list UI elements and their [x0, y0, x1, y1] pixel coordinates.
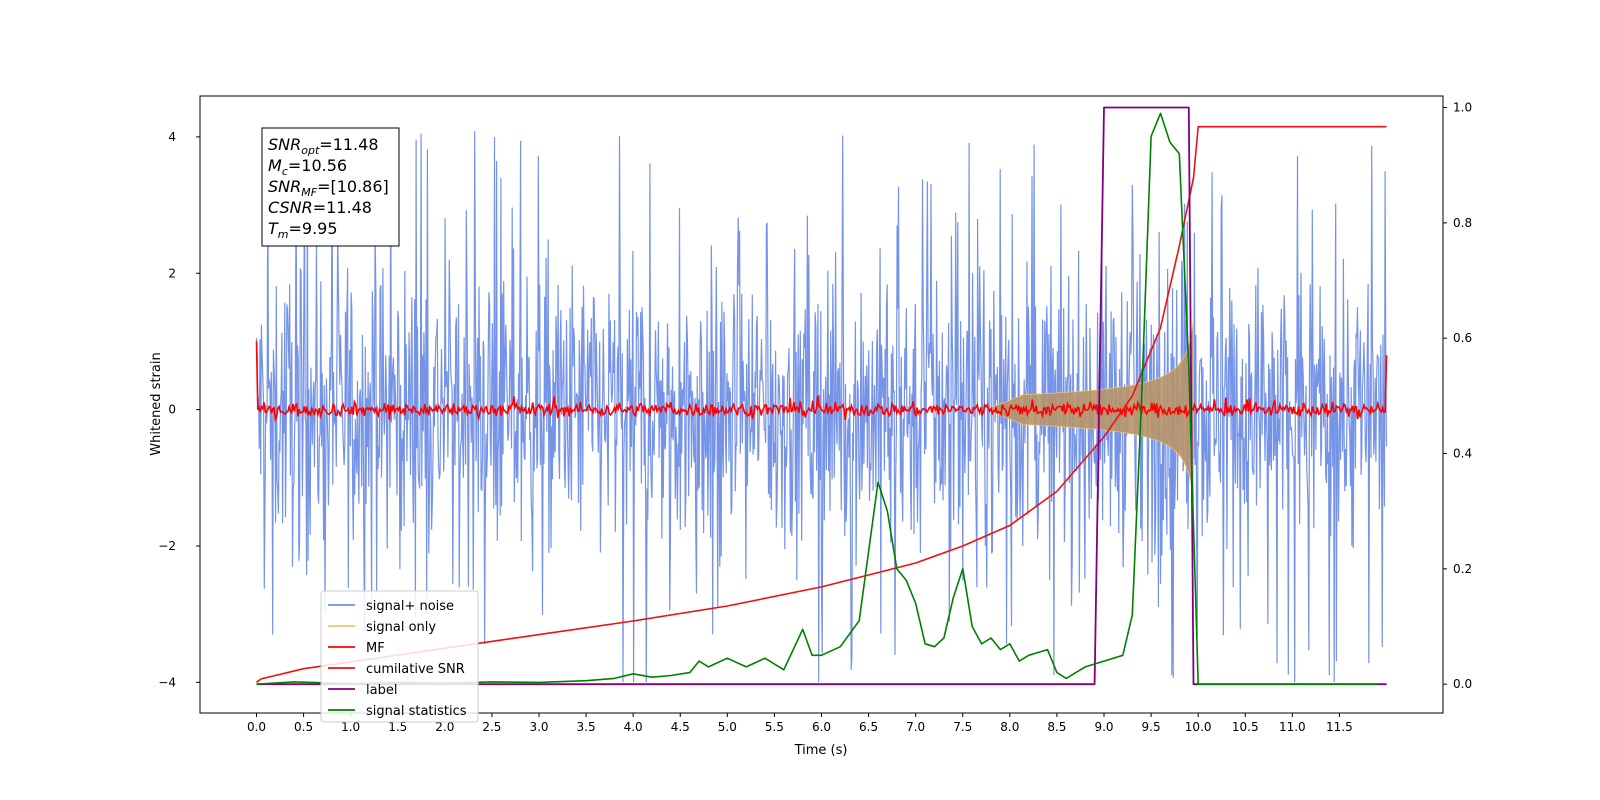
x-tick-label: 10.5	[1232, 720, 1259, 734]
x-tick-label: 3.5	[577, 720, 596, 734]
x-tick-label: 11.0	[1279, 720, 1306, 734]
x-tick-label: 3.0	[529, 720, 548, 734]
series-signal-noise-line	[255, 130, 1388, 683]
info-box-line: CSNR=11.48	[268, 198, 372, 217]
legend-entry-label: signal only	[366, 620, 436, 635]
x-tick-label: 9.5	[1142, 720, 1161, 734]
y-tick-label-left: 2	[168, 266, 176, 280]
y-tick-label-left: −4	[158, 675, 176, 689]
y-tick-label-left: −2	[158, 539, 176, 553]
x-tick-label: 11.5	[1326, 720, 1353, 734]
y-axis-title-left: Whitened strain	[149, 352, 164, 455]
legend-entry-label: cumilative SNR	[366, 662, 465, 677]
x-tick-label: 6.0	[812, 720, 831, 734]
legend-entry-label: label	[366, 683, 397, 698]
x-tick-label: 1.5	[388, 720, 407, 734]
x-tick-label: 8.0	[1000, 720, 1019, 734]
x-tick-label: 5.5	[765, 720, 784, 734]
legend-entry-label: MF	[366, 641, 385, 656]
x-tick-label: 2.0	[435, 720, 454, 734]
x-tick-label: 1.0	[341, 720, 360, 734]
y-tick-label-right: 0.8	[1453, 216, 1472, 230]
x-tick-label: 4.0	[624, 720, 643, 734]
y-tick-label-left: 0	[168, 403, 176, 417]
y-tick-label-left: 4	[168, 130, 176, 144]
x-tick-label: 0.0	[247, 720, 266, 734]
info-box-line: SNRopt=11.48	[268, 135, 379, 157]
info-box-line: Mc=10.56	[268, 156, 347, 178]
info-box: SNRopt=11.48Mc=10.56SNRMF=[10.86]CSNR=11…	[261, 127, 400, 247]
x-tick-label: 0.5	[294, 720, 313, 734]
x-tick-label: 7.0	[906, 720, 925, 734]
x-tick-label: 2.5	[482, 720, 501, 734]
x-tick-label: 8.5	[1047, 720, 1066, 734]
axes: 0.0 0.5 1.0 1.5 2.0 2.5 3.0 3.5 4.0 4.5 5.0 5.5 6.0 6…	[158, 101, 1472, 734]
x-tick-label: 7.5	[953, 720, 972, 734]
info-box-line: Tm=9.95	[268, 219, 338, 241]
y-tick-label-right: 0.4	[1453, 447, 1472, 461]
y-tick-label-right: 0.6	[1453, 331, 1472, 345]
x-tick-label: 9.0	[1094, 720, 1113, 734]
x-tick-label: 6.5	[859, 720, 878, 734]
legend: signal+ noise signal only MF cumilative SNR…	[320, 590, 479, 723]
y-tick-label-right: 1.0	[1453, 101, 1472, 115]
legend-entry-label: signal+ noise	[366, 599, 454, 614]
x-tick-label: 10.0	[1185, 720, 1212, 734]
info-box-line: SNRMF=[10.86]	[268, 177, 389, 199]
x-axis-title: Time (s)	[794, 743, 848, 758]
y-tick-label-right: 0.2	[1453, 562, 1472, 576]
legend-frame	[320, 590, 479, 723]
series-mf-line	[255, 341, 1388, 423]
legend-entry-label: signal statistics	[366, 704, 467, 719]
x-tick-label: 4.5	[671, 720, 690, 734]
y-tick-label-right: 0.0	[1453, 677, 1472, 691]
series-signal-statistics-line	[256, 112, 1378, 685]
info-box-frame	[261, 127, 400, 247]
x-tick-label: 5.0	[718, 720, 737, 734]
